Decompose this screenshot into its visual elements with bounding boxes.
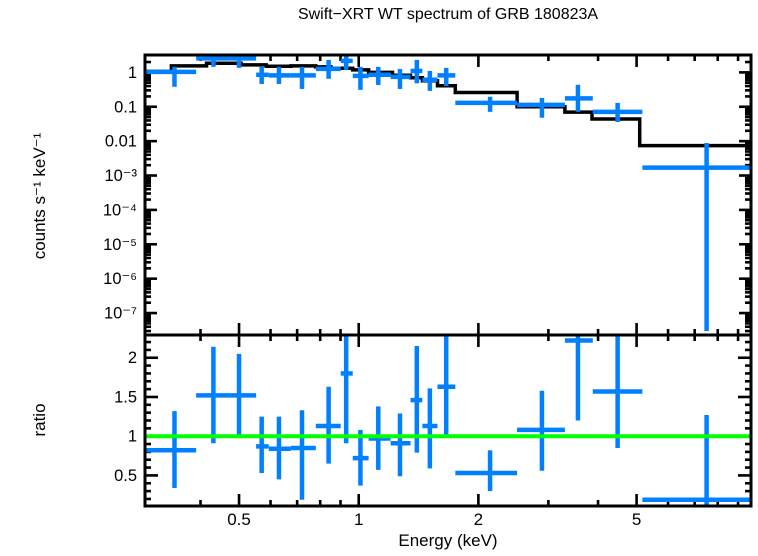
tick-label: 10⁻⁵ xyxy=(103,236,137,254)
tick-label: 2 xyxy=(128,349,137,367)
tick-label: 5 xyxy=(632,510,641,529)
tick-label: 1 xyxy=(128,428,137,446)
ratio-frame xyxy=(143,333,753,508)
tick-label: 1 xyxy=(354,510,363,529)
y-axis-label-counts: counts s⁻¹ keV⁻¹ xyxy=(30,132,49,260)
tick-label: 10⁻⁶ xyxy=(103,270,137,288)
axes-frame xyxy=(143,53,753,508)
tick-label: 1.5 xyxy=(114,388,137,406)
tick-label: 10⁻⁷ xyxy=(104,305,137,323)
tick-label: 10⁻³ xyxy=(104,167,137,185)
tick-label: 0.01 xyxy=(105,133,137,151)
tick-label: 1 xyxy=(128,64,137,82)
ratio-data xyxy=(146,335,751,506)
tick-label: 2 xyxy=(474,510,483,529)
axis-ticks xyxy=(145,55,751,506)
tick-label: 0.5 xyxy=(114,467,137,485)
y-axis-label-ratio: ratio xyxy=(30,403,49,437)
tick-labels: 1 0.1 0.01 10⁻³ 10⁻⁴ 10⁻⁵ 10⁻⁶ 10⁻⁷ 0.5 1 1.5 2 0.5 1… xyxy=(103,64,641,529)
tick-label: 0.1 xyxy=(114,98,137,116)
tick-label: 10⁻⁴ xyxy=(103,201,137,219)
spectrum-data xyxy=(146,55,751,332)
tick-label: 0.5 xyxy=(227,510,251,529)
spectrum-frame xyxy=(143,53,753,337)
x-axis-label-energy: Energy (keV) xyxy=(398,531,498,550)
plot-title: Swift−XRT WT spectrum of GRB 180823A xyxy=(297,6,599,23)
